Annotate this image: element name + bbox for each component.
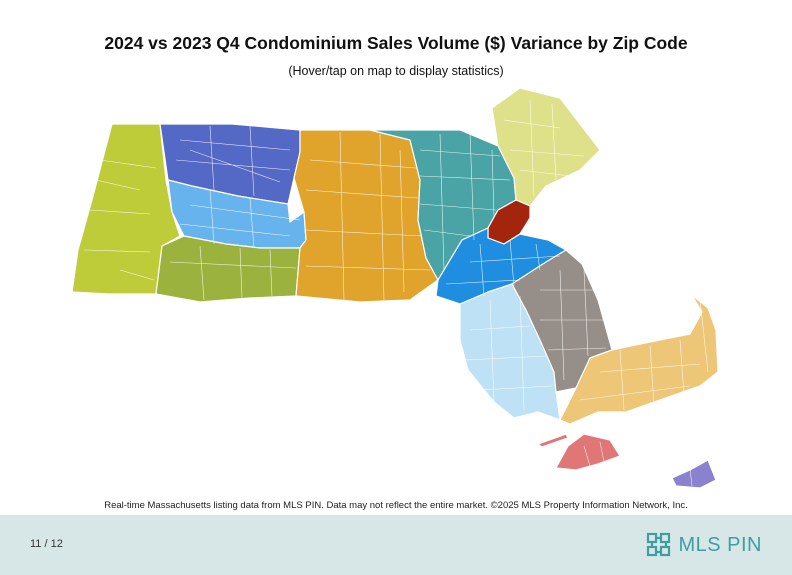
massachusetts-zip-map[interactable] [0, 0, 792, 515]
region-nantucket[interactable] [671, 459, 717, 489]
region-elizabeth-islands[interactable] [537, 433, 569, 448]
page-number: 11 / 12 [30, 538, 63, 550]
mls-pin-logo: MLS PIN [645, 529, 762, 561]
mls-pin-logo-mark-icon [647, 532, 671, 557]
mls-pin-logo-text: MLS PIN [678, 533, 762, 556]
page-subtitle: (Hover/tap on map to display statistics) [288, 64, 504, 78]
footer-bar: 11 / 12 MLS PIN [0, 515, 792, 575]
page-title: 2024 vs 2023 Q4 Condominium Sales Volume… [104, 33, 688, 53]
data-source-footnote: Real-time Massachusetts listing data fro… [104, 500, 688, 511]
